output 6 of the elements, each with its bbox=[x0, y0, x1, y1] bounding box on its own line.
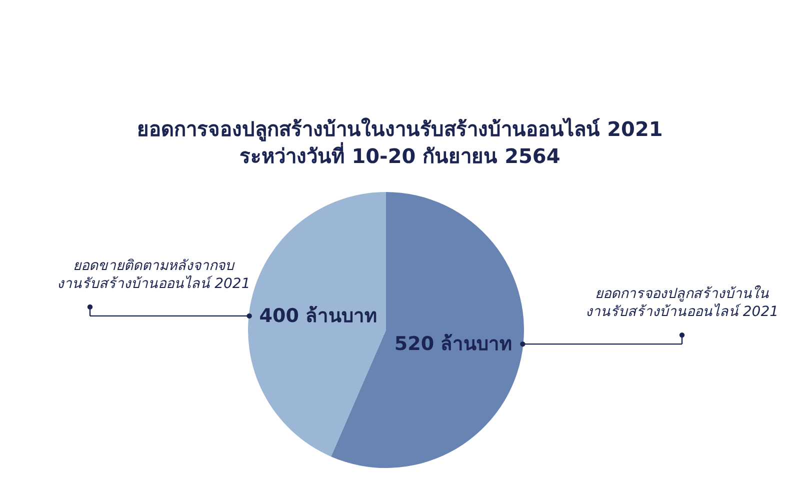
data-label: 400 ล้านบาท bbox=[259, 304, 378, 327]
slice-label: ยอดขายติดตามหลังจากจบ งานรับสร้างบ้านออนไลน์ 2021 bbox=[57, 258, 250, 292]
data-label: 520 ล้านบาท bbox=[394, 333, 513, 356]
chart-title: ยอดการจองปลูกสร้างบ้านในงานรับสร้างบ้านออนไลน์ 2021 bbox=[137, 117, 663, 143]
slice-label: ยอดการจองปลูกสร้างบ้านใน งานรับสร้างบ้านออนไลน์ 2021 bbox=[585, 285, 779, 320]
chart-subtitle: ระหว่างวันที่ 10-20 กันยายน 2564 bbox=[240, 141, 560, 168]
